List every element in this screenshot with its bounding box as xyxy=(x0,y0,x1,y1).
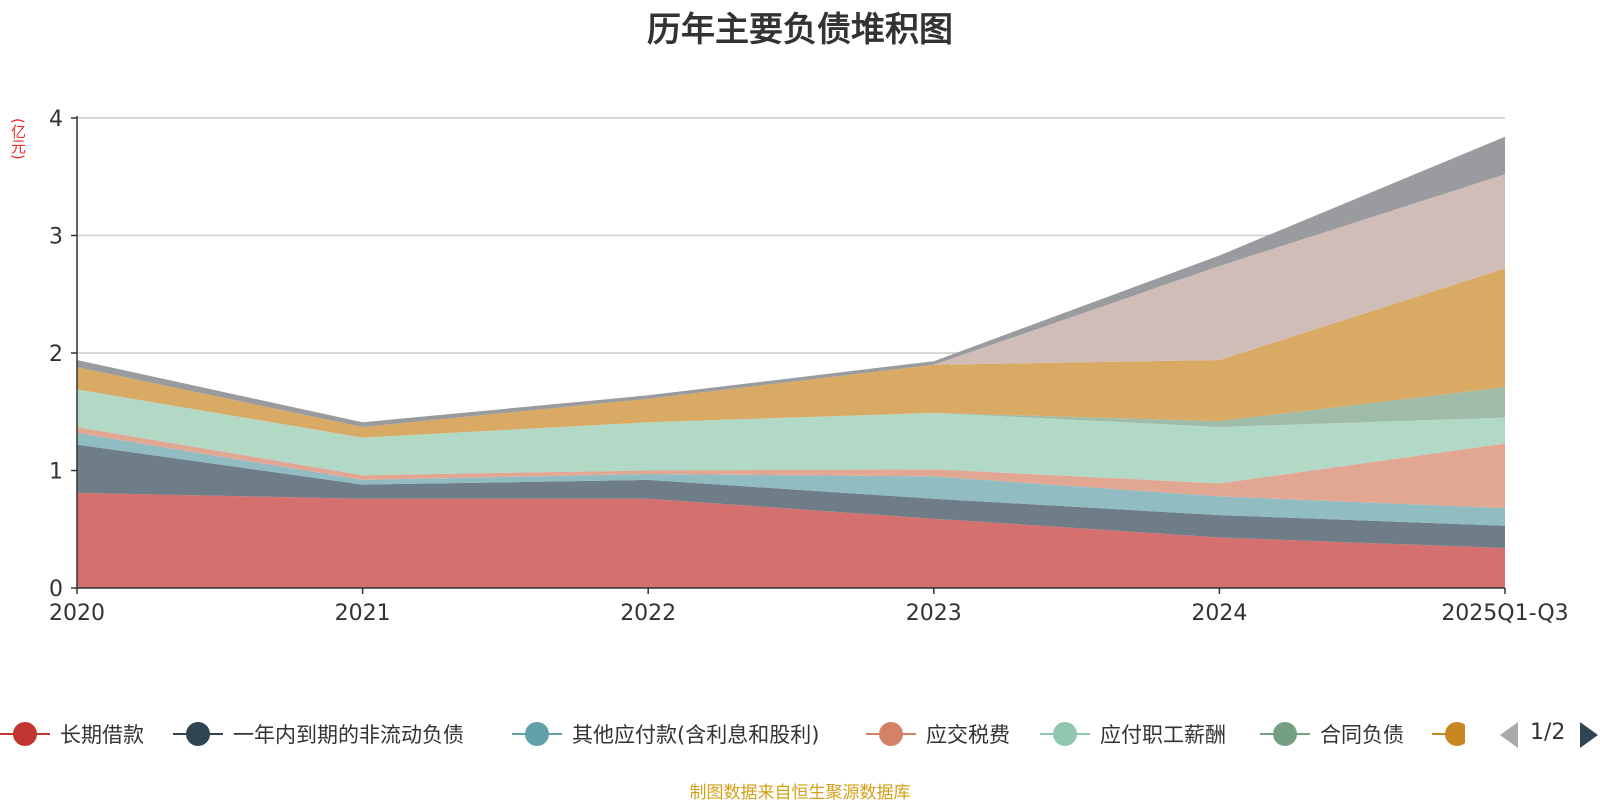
legend-marker-icon xyxy=(1260,722,1310,746)
legend-page-indicator: 1/2 xyxy=(1530,720,1566,745)
legend-label: 应付职工薪酬 xyxy=(1100,723,1226,747)
y-tick-label: 1 xyxy=(49,460,63,485)
legend: 长期借款 一年内到期的非流动负债 其他应付款(含利息和股利) 应交税费 应付职工薪酬 合同… xyxy=(0,716,1600,752)
area-series-8[interactable] xyxy=(77,174,1505,427)
area-series-1[interactable] xyxy=(77,492,1505,588)
legend-item[interactable]: 应付职工薪酬 xyxy=(1040,716,1226,752)
legend-item[interactable]: 长期借款 xyxy=(0,716,144,752)
chart-title: 历年主要负债堆积图 xyxy=(647,10,953,50)
legend-marker-icon xyxy=(866,722,916,746)
legend-marker-icon xyxy=(512,722,562,746)
y-axis-unit-label: (亿元) xyxy=(9,118,27,160)
area-series-7[interactable] xyxy=(77,268,1505,438)
legend-item[interactable]: 合同负债 xyxy=(1260,716,1404,752)
legend-marker-icon xyxy=(0,722,50,746)
area-series-4[interactable] xyxy=(77,427,1505,509)
legend-label: 应交税费 xyxy=(926,723,1010,747)
legend-items: 长期借款 一年内到期的非流动负债 其他应付款(含利息和股利) 应交税费 应付职工薪酬 合同… xyxy=(0,716,1465,752)
area-series xyxy=(77,136,1505,588)
legend-marker-icon xyxy=(173,722,223,746)
legend-prev-page-button[interactable] xyxy=(1500,722,1518,748)
legend-label: 合同负债 xyxy=(1320,723,1404,747)
x-tick-label: 2023 xyxy=(906,601,962,626)
y-tick-label: 4 xyxy=(49,107,63,132)
area-series-5[interactable] xyxy=(77,389,1505,484)
legend-next-page-button[interactable] xyxy=(1580,722,1598,748)
legend-marker-icon xyxy=(1040,722,1090,746)
legend-item[interactable]: 应交税费 xyxy=(866,716,1010,752)
y-tick-label: 2 xyxy=(49,342,63,367)
area-series-2[interactable] xyxy=(77,444,1505,548)
x-tick-label: 2021 xyxy=(335,601,391,626)
legend-item[interactable]: 一年内到期的非流动负债 xyxy=(173,716,464,752)
x-tick-label: 2025Q1-Q3 xyxy=(1441,601,1568,626)
legend-item[interactable]: 其他应付款(含利息和股利) xyxy=(512,716,819,752)
source-note: 制图数据来自恒生聚源数据库 xyxy=(689,783,911,803)
x-tick-label: 2020 xyxy=(49,601,105,626)
legend-item[interactable]: 应付账款 xyxy=(1432,716,1465,752)
legend-label: 长期借款 xyxy=(60,723,144,747)
x-tick-label: 2022 xyxy=(620,601,676,626)
x-tick-label: 2024 xyxy=(1191,601,1247,626)
legend-label: 一年内到期的非流动负债 xyxy=(233,723,464,747)
axes: 0 1 2 3 4 2020 2021 2022 2023 2024 2025Q1-Q3 xyxy=(49,107,1569,626)
area-series-3[interactable] xyxy=(77,432,1505,526)
stacked-area-chart: 0 1 2 3 4 2020 2021 2022 2023 2024 2025Q1-Q3 xyxy=(49,107,1569,626)
legend-marker-icon xyxy=(1432,722,1465,746)
legend-label: 其他应付款(含利息和股利) xyxy=(572,723,820,747)
y-tick-label: 3 xyxy=(49,225,63,250)
y-tick-label: 0 xyxy=(49,577,63,602)
